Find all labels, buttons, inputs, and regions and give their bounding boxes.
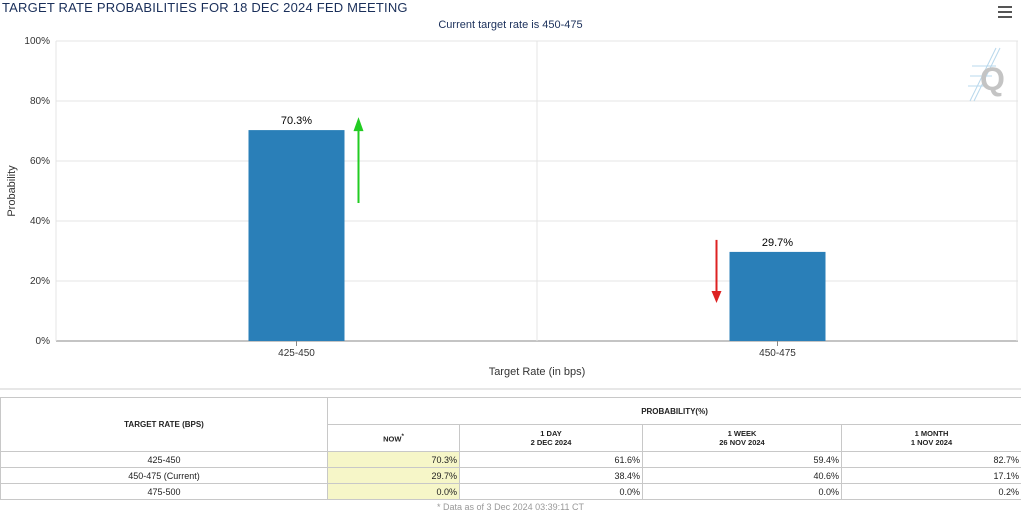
col-header-1-day: 1 DAY 2 DEC 2024 [459,424,643,452]
cell-now: 29.7% [327,467,460,484]
col-header-1-day-date: 2 DEC 2024 [530,438,572,447]
col-header-now-label: NOW [383,434,402,444]
quikstrike-q-logo-icon: Q [968,47,1005,102]
cell-1-day: 61.6% [459,451,643,468]
bar [248,130,345,341]
col-header-target-rate: TARGET RATE (BPS) [0,397,328,452]
up-arrow-head-icon [353,117,364,132]
cell-now: 0.0% [327,483,460,500]
col-header-1-month-label: 1 MONTH [914,429,949,438]
y-tick-label: 20% [30,276,50,287]
y-tick-label: 0% [36,336,51,347]
bar-data-label: 70.3% [281,115,312,127]
bar [729,251,826,341]
probability-bar-chart: 0% 20% 40% 60% 80% 100% 70.3% 425-450 29.7% 450-4… [0,36,1021,390]
col-header-1-week: 1 WEEK 26 NOV 2024 [642,424,842,452]
probability-table-section: TARGET RATE (BPS) PROBABILITY(%) NOW* 1 … [0,397,1021,512]
cell-1-month: 82.7% [840,451,1021,468]
x-tick-label: 450-475 [759,348,796,359]
y-tick-label: 60% [30,156,50,167]
hamburger-menu-icon[interactable] [998,6,1012,18]
col-header-1-week-label: 1 WEEK [727,429,757,438]
down-arrow-head-icon [711,291,722,303]
cell-rate: 475-500 [0,483,328,500]
svg-text:Q: Q [980,61,1005,97]
probability-table: TARGET RATE (BPS) PROBABILITY(%) NOW* 1 … [0,397,1021,500]
chart-title: TARGET RATE PROBABILITIES FOR 18 DEC 202… [2,0,408,15]
y-axis-title: Probability [6,165,18,217]
col-header-1-month-date: 1 NOV 2024 [910,438,953,447]
cell-rate: 450-475 (Current) [0,467,328,484]
col-header-1-month: 1 MONTH 1 NOV 2024 [840,424,1021,452]
x-tick-label: 425-450 [278,348,315,359]
col-header-1-day-label: 1 DAY [540,429,562,438]
cell-1-week: 40.6% [642,467,842,484]
sort-marker-icon: * [401,433,404,441]
cell-1-month: 0.2% [840,483,1021,500]
table-row: 475-500 0.0% 0.0% 0.0% 0.2% [0,483,1021,500]
y-tick-label: 80% [30,96,50,107]
cell-1-day: 0.0% [459,483,643,500]
x-axis-title: Target Rate (in bps) [489,366,586,378]
table-row: 425-450 70.3% 61.6% 59.4% 82.7% [0,451,1021,468]
col-header-probability: PROBABILITY(%) [326,397,1021,425]
col-header-1-week-date: 26 NOV 2024 [719,438,765,447]
cell-rate: 425-450 [0,451,328,468]
col-header-now[interactable]: NOW* [327,424,460,452]
data-timestamp-footnote: * Data as of 3 Dec 2024 03:39:11 CT [437,502,584,512]
cell-1-week: 0.0% [642,483,842,500]
table-row: 450-475 (Current) 29.7% 38.4% 40.6% 17.1… [0,467,1021,484]
cell-now: 70.3% [327,451,460,468]
chart-subtitle: Current target rate is 450-475 [438,19,583,31]
bar-data-label: 29.7% [762,237,793,249]
cell-1-month: 17.1% [840,467,1021,484]
cell-1-day: 38.4% [459,467,643,484]
cell-1-week: 59.4% [642,451,842,468]
y-tick-label: 40% [30,216,50,227]
y-tick-label: 100% [24,36,50,47]
